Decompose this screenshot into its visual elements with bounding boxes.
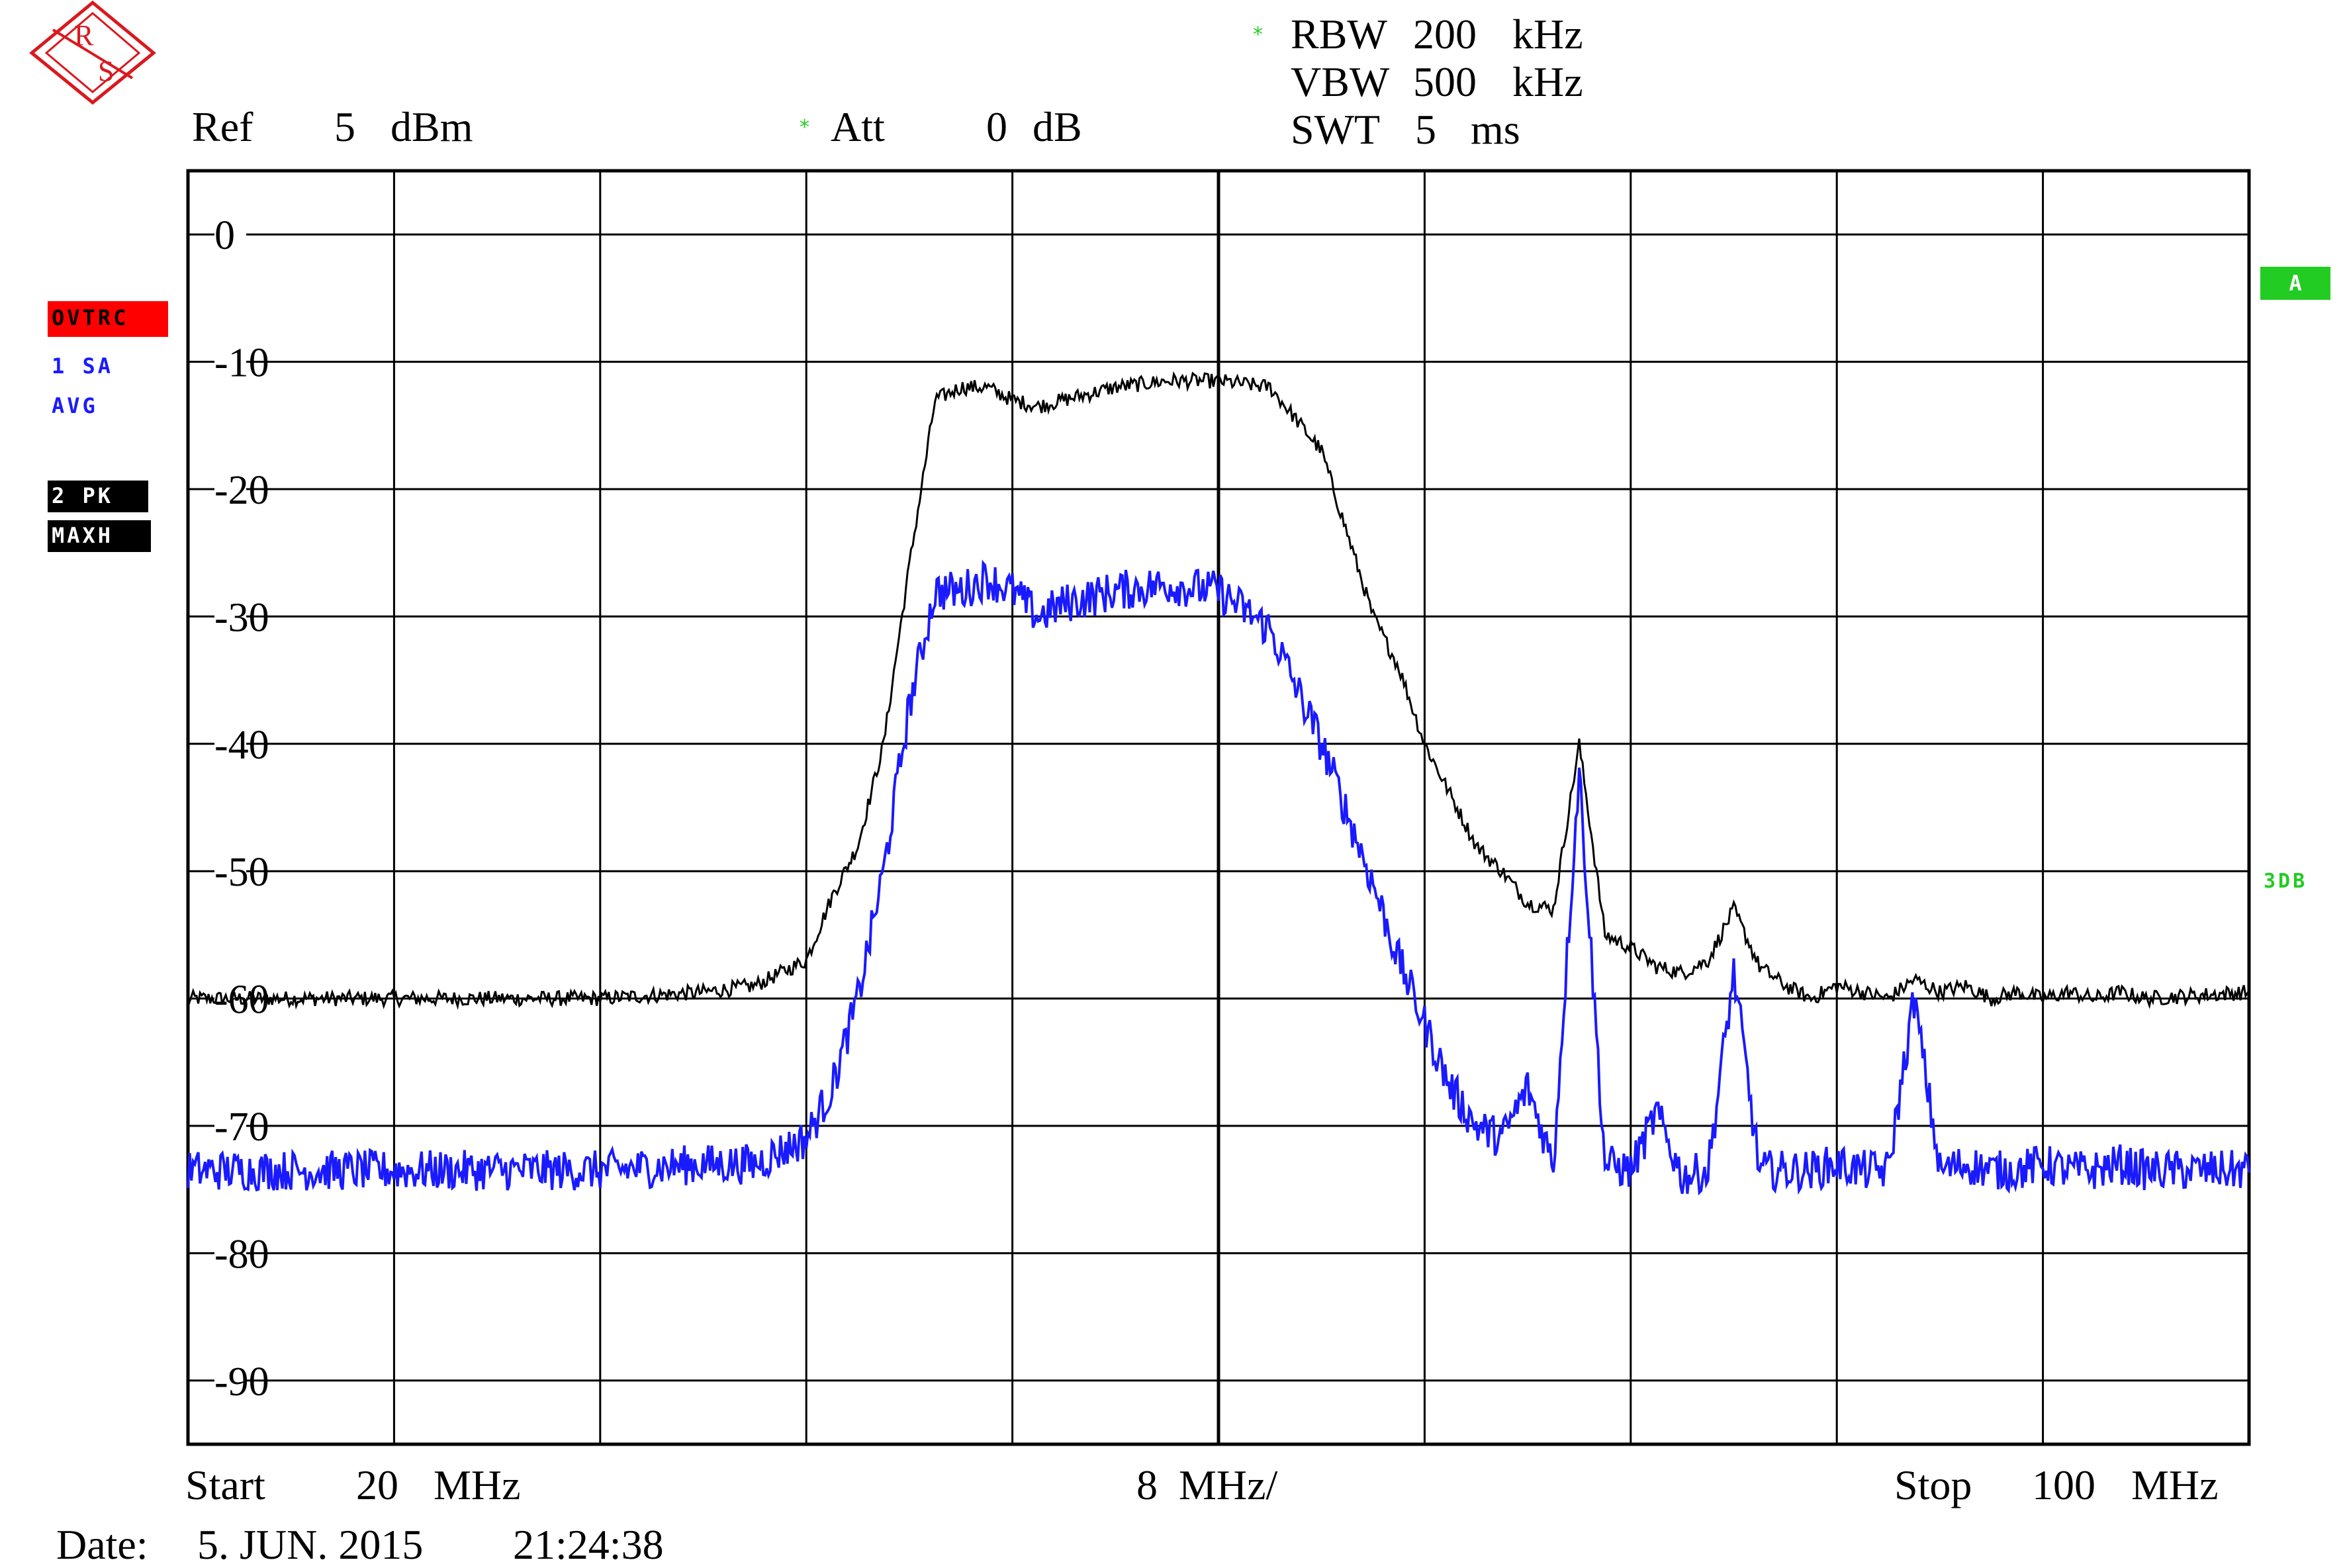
ref-label: Ref xyxy=(192,103,253,150)
ref-value: 5 xyxy=(334,103,355,150)
time-value: 21:24:38 xyxy=(513,1521,664,1568)
trace-average-line xyxy=(187,559,2250,1196)
swt-label: SWT xyxy=(1291,106,1381,153)
vbw-value: 500 xyxy=(1413,58,1477,105)
ref-unit: dBm xyxy=(391,103,473,150)
y-tick-label: -80 xyxy=(214,1232,269,1277)
y-tick-label: -70 xyxy=(214,1105,269,1150)
y-tick-labels: 0-10-20-30-40-50-60-70-80-90 xyxy=(214,213,269,1405)
rohde-schwarz-logo-icon: R S xyxy=(29,0,156,105)
stop-label: Stop xyxy=(1894,1461,1972,1508)
date-value: 5. JUN. 2015 xyxy=(197,1521,424,1568)
trace-maxhold-line xyxy=(187,371,2250,1010)
db3-label: 3DB xyxy=(2264,870,2308,893)
spectrum-plot: 0-10-20-30-40-50-60-70-80-90 xyxy=(186,169,2251,1446)
svg-text:S: S xyxy=(98,55,114,87)
y-tick-label: -20 xyxy=(214,468,269,513)
trace1-mode: AVG xyxy=(52,393,98,418)
marker-a-badge: A xyxy=(2260,267,2330,300)
y-tick-label: -10 xyxy=(214,341,269,386)
start-label: Start xyxy=(185,1461,265,1508)
y-tick-label: 0 xyxy=(214,213,235,258)
ovtrc-badge: OVTRC xyxy=(48,301,168,337)
star-icon: * xyxy=(1253,23,1263,46)
y-tick-label: -40 xyxy=(214,723,269,768)
trace2-label: 2 PK xyxy=(48,481,148,512)
rbw-label: RBW xyxy=(1291,11,1387,58)
date-label: Date: xyxy=(56,1521,148,1568)
y-tick-label: -90 xyxy=(214,1360,269,1405)
rbw-unit: kHz xyxy=(1512,11,1583,58)
swt-value: 5 xyxy=(1415,106,1436,153)
svg-text:R: R xyxy=(74,19,94,52)
att-unit: dB xyxy=(1033,103,1082,150)
plot-grid xyxy=(188,171,2249,1444)
start-unit: MHz xyxy=(434,1461,521,1508)
star-icon: * xyxy=(800,116,809,139)
span-per-division: 8 MHz/ xyxy=(1136,1461,1278,1508)
swt-unit: ms xyxy=(1471,106,1520,153)
vbw-unit: kHz xyxy=(1512,58,1583,105)
y-tick-label: -50 xyxy=(214,850,269,895)
att-label: Att xyxy=(831,103,885,150)
rbw-value: 200 xyxy=(1413,11,1477,58)
start-value: 20 xyxy=(356,1461,398,1508)
trace1-label: 1 SA xyxy=(52,353,114,379)
att-value: 0 xyxy=(986,103,1007,150)
traces xyxy=(187,371,2250,1196)
trace2-mode: MAXH xyxy=(48,520,151,552)
y-tick-label: -30 xyxy=(214,595,269,640)
stop-unit: MHz xyxy=(2131,1461,2219,1508)
stop-value: 100 xyxy=(2032,1461,2095,1508)
vbw-label: VBW xyxy=(1291,58,1390,105)
